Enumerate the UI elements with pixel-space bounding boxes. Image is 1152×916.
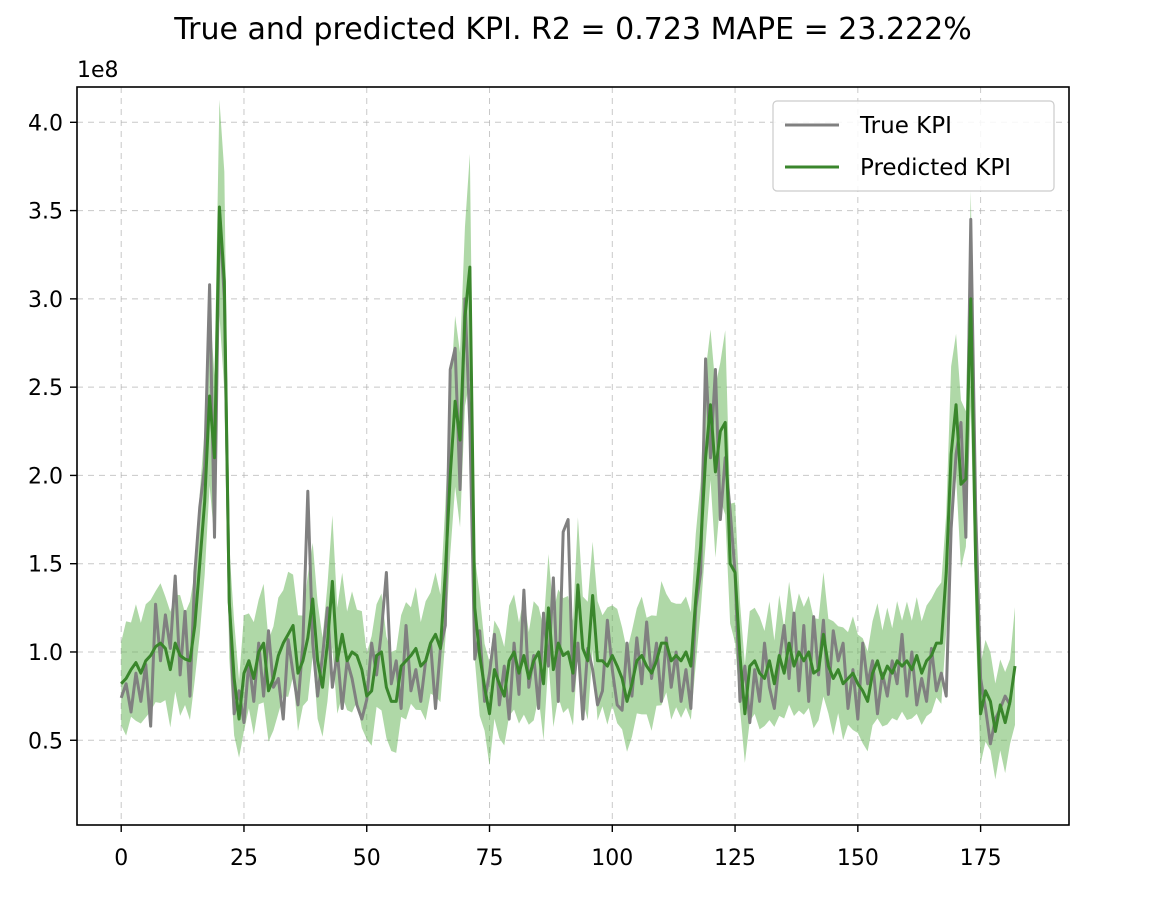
x-tick-label: 75: [476, 846, 504, 871]
y-tick-label: 1.0: [28, 641, 63, 666]
y-tick-label: 0.5: [28, 729, 63, 754]
y-tick-label: 2.5: [28, 376, 63, 401]
series-line-true-kpi: [119, 209, 1012, 746]
x-tick-label: 100: [591, 846, 633, 871]
x-tick-label: 175: [960, 846, 1002, 871]
series-lines: [119, 205, 1017, 746]
series-line-predicted-kpi: [120, 205, 1017, 733]
x-tick-label: 0: [114, 846, 128, 871]
y-tick-label: 1.5: [28, 553, 63, 578]
y-tick-label: 2.0: [28, 464, 63, 489]
y-axis-offset-label: 1e8: [77, 58, 119, 83]
x-tick-label: 150: [837, 846, 879, 871]
legend-label-true-kpi: True KPI: [859, 113, 952, 139]
x-tick-label: 50: [353, 846, 381, 871]
y-tick-label: 4.0: [28, 111, 63, 136]
y-tick-label: 3.0: [28, 288, 63, 313]
chart-title: True and predicted KPI. R2 = 0.723 MAPE …: [173, 12, 971, 47]
axis-ticks: 0 25 50 75 100 125 150 175 0.5 1.0 1.5 2.0 2.5 3.0 3.5…: [28, 111, 1002, 871]
prediction-interval-band: [121, 99, 1015, 780]
x-tick-label: 25: [230, 846, 258, 871]
legend: True KPI Predicted KPI: [772, 100, 1055, 192]
legend-label-predicted-kpi: Predicted KPI: [860, 155, 1011, 181]
plot-area-frame: [76, 86, 1070, 826]
grid: [77, 87, 1069, 825]
y-tick-label: 3.5: [28, 200, 63, 225]
x-tick-label: 125: [714, 846, 756, 871]
predicted-kpi-interval: [121, 99, 1015, 780]
legend-box: [772, 100, 1055, 192]
